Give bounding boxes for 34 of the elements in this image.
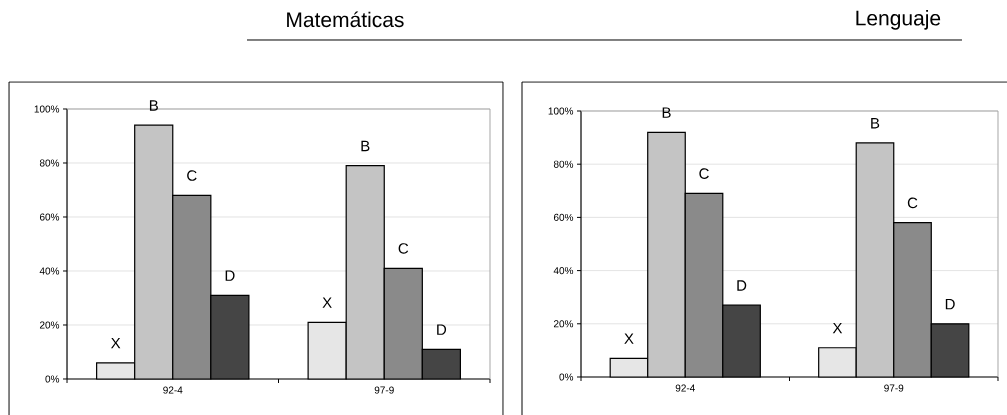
series-label: X <box>624 333 634 344</box>
chart-title: Lenguaje <box>856 10 941 30</box>
text: X <box>322 297 332 308</box>
x-tick-label: 97-9 <box>374 386 394 394</box>
x-tick-label: 97-9 <box>884 384 904 392</box>
x-tick-label: 92-4 <box>675 384 695 392</box>
series-label: D <box>737 280 747 291</box>
text: B <box>871 118 880 129</box>
y-tick-label: 60% <box>39 213 60 221</box>
text: X <box>832 322 843 334</box>
series-label: D <box>225 270 235 281</box>
y-tick-label: 0% <box>559 373 574 381</box>
y-tick-label: 40% <box>39 267 60 275</box>
text: B <box>149 100 158 111</box>
series-label: C <box>907 197 918 209</box>
y-tick-label: 40% <box>553 267 574 275</box>
y-tick-label: 20% <box>39 321 60 329</box>
y-tick-label: 100% <box>548 107 574 115</box>
text: C <box>699 168 709 179</box>
series-label: C <box>187 170 197 181</box>
series-label: B <box>361 140 370 152</box>
y-tick-label: 80% <box>39 159 60 167</box>
y-tick-label: 80% <box>553 160 574 168</box>
y-tick-label: 20% <box>553 320 574 328</box>
y-tick-label: 100% <box>34 105 60 113</box>
y-tick-label: 0% <box>45 375 60 383</box>
text: D <box>437 324 447 335</box>
chart-title: Matemáticas <box>287 11 404 28</box>
x-tick-label: 92-4 <box>163 386 183 394</box>
y-tick-label: 60% <box>553 213 574 221</box>
series-label: B <box>662 107 671 118</box>
text: D <box>945 298 955 310</box>
series-label: X <box>110 337 121 349</box>
text: C <box>398 243 409 254</box>
